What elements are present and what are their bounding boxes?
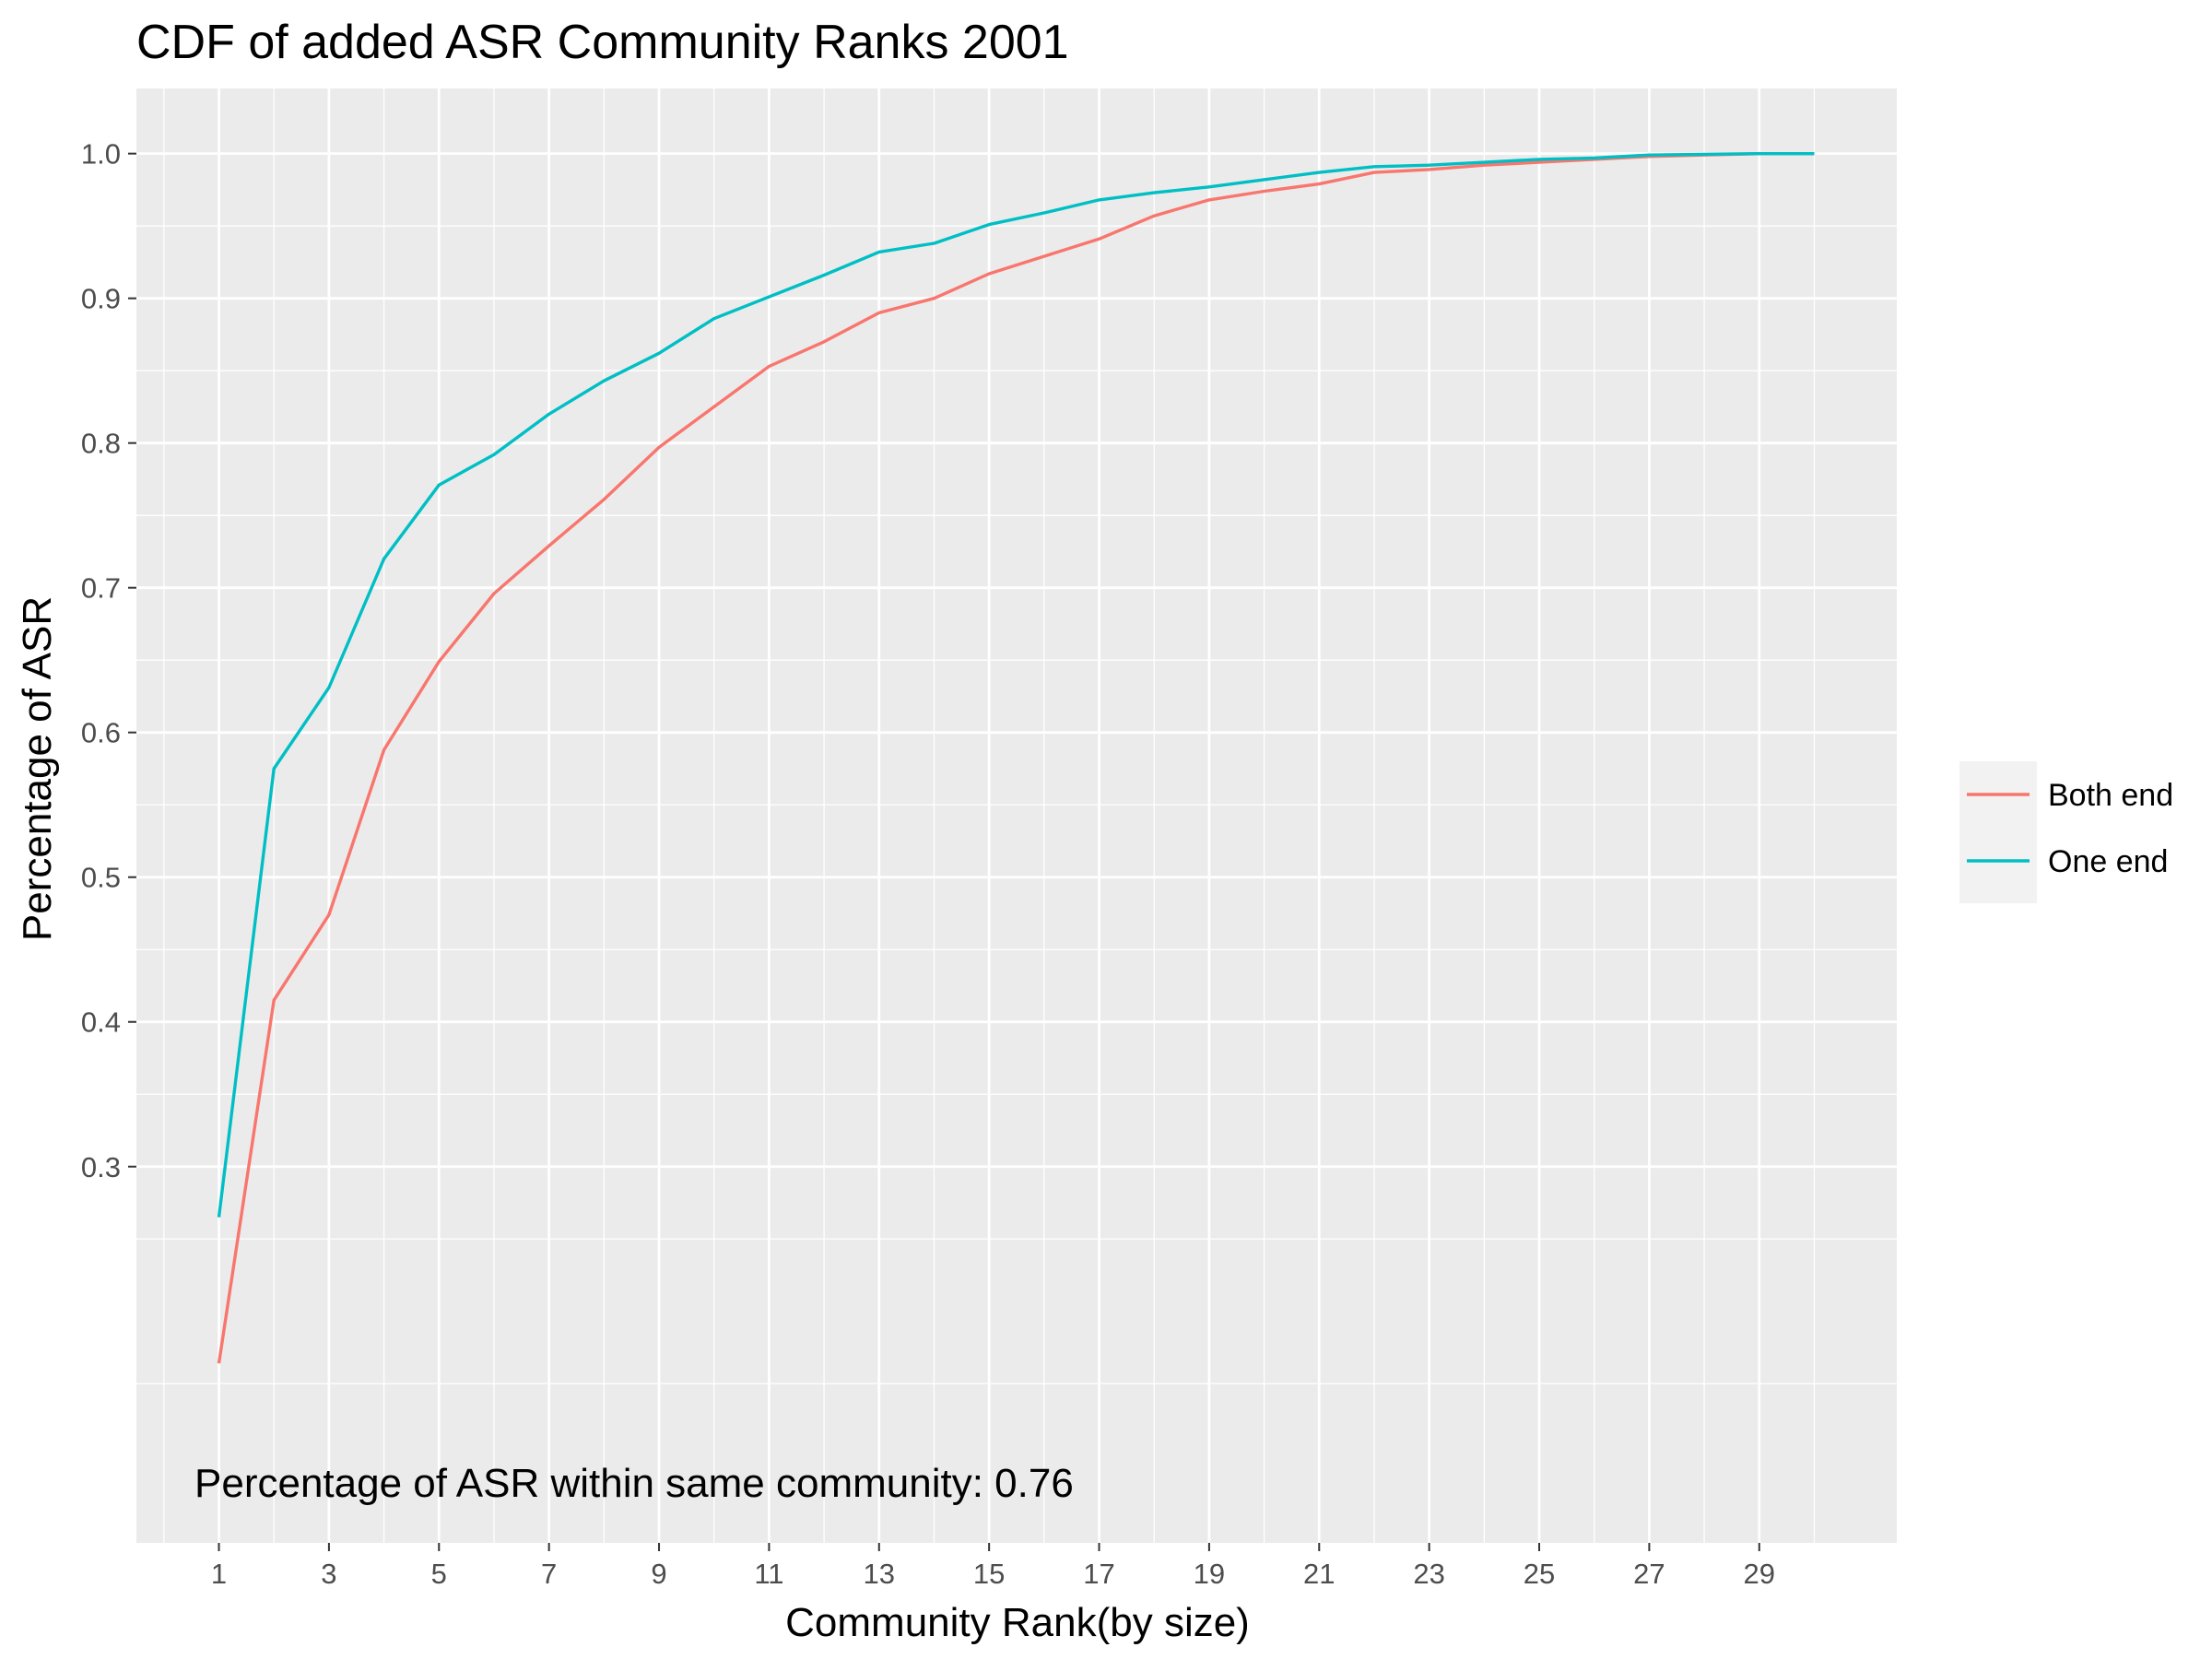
y-tick-label: 0.4 [81,1006,121,1039]
y-tick-label: 0.6 [81,717,121,749]
y-tick-label: 0.7 [81,572,121,605]
x-tick-label: 17 [1083,1558,1114,1590]
grid-minor [136,88,1897,1543]
annotation-text: Percentage of ASR within same community:… [194,1461,1074,1506]
x-axis-title: Community Rank(by size) [785,1600,1250,1645]
y-tick-label: 0.3 [81,1151,121,1183]
legend: Both end One end [1959,761,2173,903]
y-axis: 0.3 0.4 0.5 0.6 0.7 0.8 0.9 1.0 [81,138,136,1183]
grid-major [136,88,1897,1543]
series-line-one-end [217,151,1815,1218]
x-tick-label: 21 [1303,1558,1335,1590]
y-tick-label: 0.9 [81,283,121,315]
x-tick-label: 7 [541,1558,557,1590]
x-tick-label: 15 [973,1558,1005,1590]
x-tick-label: 9 [651,1558,666,1590]
x-axis: 1 3 5 7 9 11 13 15 17 19 21 23 25 27 29 [211,1543,1775,1590]
plot-panel [136,88,1897,1543]
y-tick-label: 0.5 [81,862,121,894]
x-tick-label: 29 [1744,1558,1775,1590]
legend-label: One end [2048,844,2168,879]
x-tick-label: 27 [1633,1558,1665,1590]
y-axis-title: Percentage of ASR [15,596,60,941]
series-lines [217,151,1815,1364]
x-tick-label: 3 [321,1558,336,1590]
x-tick-label: 25 [1524,1558,1555,1590]
legend-label: Both end [2048,778,2173,813]
x-tick-label: 5 [431,1558,447,1590]
chart-title: CDF of added ASR Community Ranks 2001 [136,16,1069,69]
x-tick-label: 19 [1194,1558,1225,1590]
x-tick-label: 23 [1413,1558,1444,1590]
x-tick-label: 1 [211,1558,227,1590]
x-tick-label: 11 [754,1558,783,1590]
y-tick-label: 0.8 [81,428,121,460]
series-line-both-end [217,151,1815,1364]
legend-key-background [1959,761,2037,903]
x-tick-label: 13 [864,1558,895,1590]
y-tick-label: 1.0 [81,138,121,171]
